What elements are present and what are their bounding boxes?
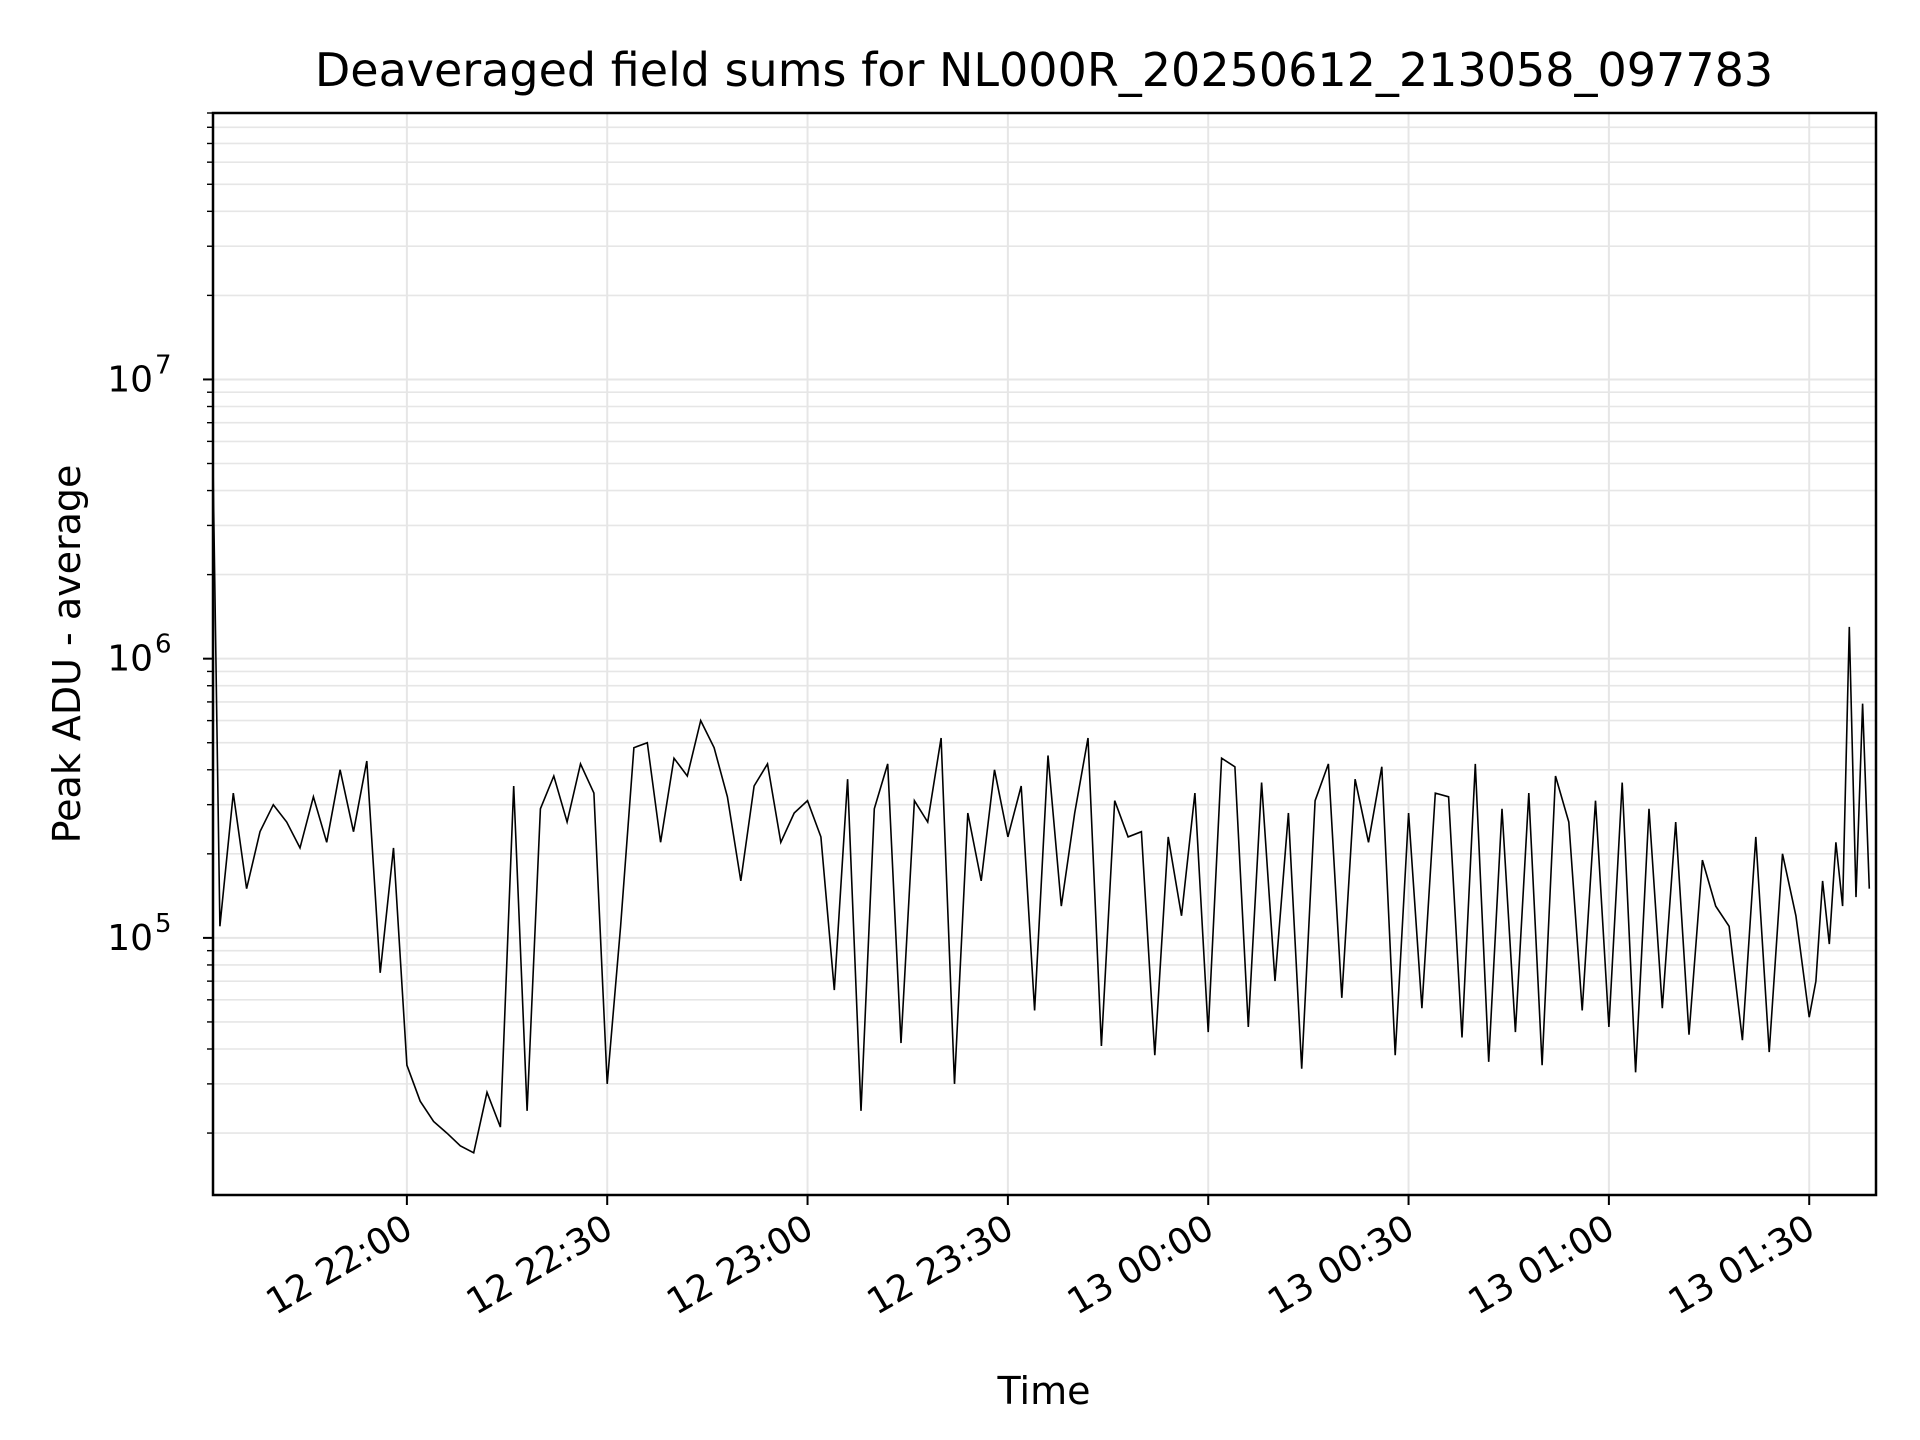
series-line bbox=[212, 463, 1871, 1154]
y-tick-exponent: 6 bbox=[155, 630, 172, 660]
x-axis-label: Time bbox=[997, 1369, 1091, 1413]
y-tick-label: 10 bbox=[107, 359, 153, 400]
y-axis-label: Peak ADU - average bbox=[45, 465, 89, 844]
y-tick-label: 10 bbox=[107, 918, 153, 959]
y-tick-exponent: 7 bbox=[155, 350, 172, 380]
y-tick-label: 10 bbox=[107, 639, 153, 680]
y-tick-exponent: 5 bbox=[155, 909, 172, 939]
plot-frame bbox=[211, 111, 1878, 1197]
chart-title: Deaveraged field sums for NL000R_2025061… bbox=[315, 43, 1773, 97]
